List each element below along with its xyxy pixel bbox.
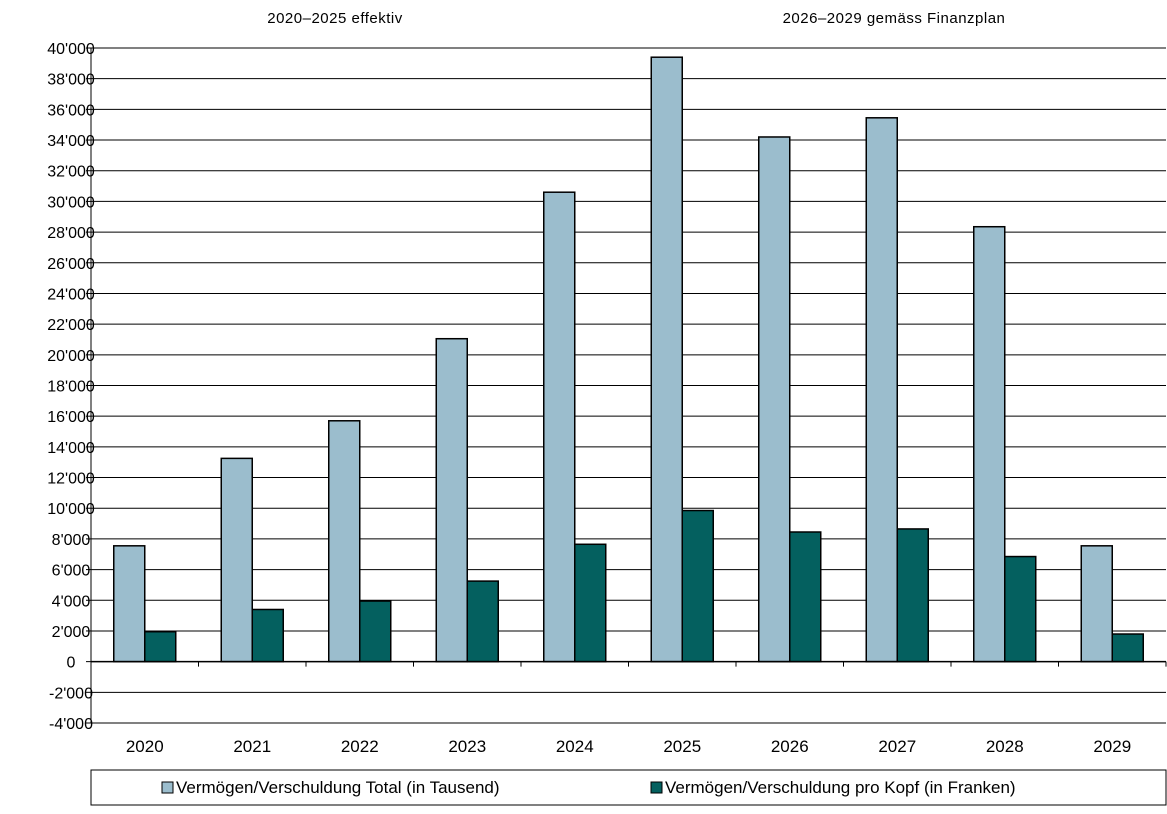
- bar-per-capita: [574, 543, 607, 663]
- bars: [113, 56, 1144, 663]
- y-tick-label: 14'000: [47, 440, 95, 457]
- legend-box: [90, 769, 1167, 806]
- y-tick-label: 6'000: [52, 563, 91, 580]
- bar-total: [543, 191, 576, 663]
- y-tick-label: 4'000: [52, 593, 91, 610]
- x-tick-label: 2025: [663, 737, 701, 756]
- y-tick-label: 10'000: [47, 501, 95, 518]
- x-axis-tick-labels: 2020 2021 2022 2023 2024 2025 2026 2027 2028 2029: [126, 737, 1131, 756]
- bar-per-capita: [466, 580, 499, 663]
- bar-total: [435, 337, 468, 663]
- y-tick-label: -4'000: [49, 716, 93, 733]
- legend-label-per-capita: Vermögen/Verschuldung pro Kopf (in Frank…: [665, 778, 1016, 797]
- y-tick-label: 34'000: [47, 133, 95, 150]
- x-tick-label: 2021: [233, 737, 271, 756]
- legend: Vermögen/Verschuldung Total (in Tausend)…: [90, 769, 1167, 806]
- x-tick-label: 2026: [771, 737, 809, 756]
- y-tick-label: -2'000: [49, 685, 93, 702]
- x-tick-label: 2023: [448, 737, 486, 756]
- bar-total: [865, 117, 898, 663]
- bar-total: [758, 136, 791, 663]
- bar-per-capita: [1004, 555, 1037, 663]
- x-tick-label: 2029: [1093, 737, 1131, 756]
- x-tick-label: 2024: [556, 737, 594, 756]
- x-tick-label: 2028: [986, 737, 1024, 756]
- y-tick-label: 28'000: [47, 225, 95, 242]
- x-tick-label: 2022: [341, 737, 379, 756]
- bar-total: [1080, 545, 1113, 663]
- legend-swatch-per-capita: [650, 781, 663, 794]
- y-tick-label: 24'000: [47, 286, 95, 303]
- y-tick-label: 26'000: [47, 256, 95, 273]
- y-tick-label: 30'000: [47, 194, 95, 211]
- bar-total: [328, 420, 361, 663]
- y-tick-label: 40'000: [47, 41, 95, 58]
- legend-swatch-total: [161, 781, 174, 794]
- y-tick-label: 0: [67, 655, 76, 672]
- y-tick-label: 16'000: [47, 409, 95, 426]
- bar-per-capita: [681, 509, 714, 663]
- y-tick-label: 12'000: [47, 471, 95, 488]
- bar-total: [113, 545, 146, 663]
- x-tick-label: 2020: [126, 737, 164, 756]
- bar-per-capita: [789, 531, 822, 663]
- x-tick-label: 2027: [878, 737, 916, 756]
- y-tick-label: 32'000: [47, 164, 95, 181]
- y-tick-label: 8'000: [52, 532, 91, 549]
- axes: [90, 48, 1167, 723]
- y-tick-label: 18'000: [47, 379, 95, 396]
- y-tick-label: 20'000: [47, 348, 95, 365]
- bar-per-capita: [144, 630, 177, 663]
- bar-total: [650, 56, 683, 663]
- y-tick-label: 22'000: [47, 317, 95, 334]
- bar-total: [220, 457, 253, 663]
- y-tick-label: 2'000: [52, 624, 91, 641]
- section-title-actual: 2020–2025 effektiv: [267, 10, 403, 27]
- bar-per-capita: [359, 600, 392, 663]
- section-title-forecast: 2026–2029 gemäss Finanzplan: [783, 10, 1006, 27]
- bar-per-capita: [251, 608, 284, 663]
- bar-per-capita: [896, 528, 929, 663]
- bar-total: [973, 225, 1006, 663]
- legend-label-total: Vermögen/Verschuldung Total (in Tausend): [176, 778, 500, 797]
- y-tick-label: 38'000: [47, 72, 95, 89]
- bar-per-capita: [1111, 633, 1144, 663]
- y-tick-label: 36'000: [47, 102, 95, 119]
- y-axis-tick-labels: 40'000 38'000 36'000 34'000 32'000 30'000 28'0…: [47, 41, 95, 733]
